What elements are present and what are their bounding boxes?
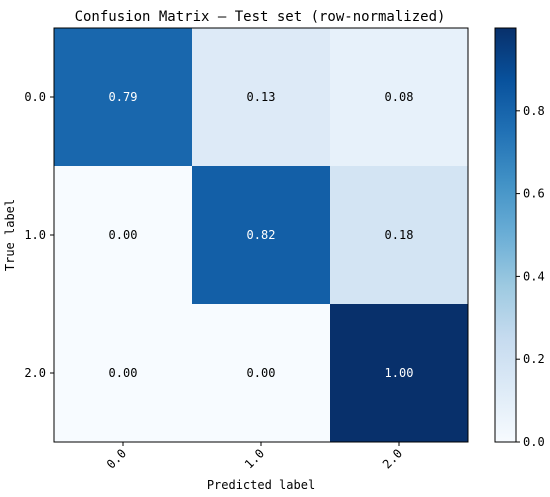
y-axis-label: True label <box>3 199 17 271</box>
y-tick-label: 1.0 <box>24 228 46 242</box>
colorbar-tick-label: 0.8 <box>523 104 545 118</box>
heatmap-cell <box>330 166 468 304</box>
chart-title: Confusion Matrix — Test set (row-normali… <box>75 9 446 25</box>
heatmap-cell <box>192 304 330 442</box>
x-tick-label: 0.0 <box>104 446 129 471</box>
cell-value-label: 0.00 <box>247 366 276 380</box>
cell-value-label: 1.00 <box>385 366 414 380</box>
heatmap-cell <box>330 28 468 166</box>
colorbar-tick-label: 0.4 <box>523 269 545 283</box>
colorbar-tick-label: 0.2 <box>523 352 545 366</box>
heatmap-cell <box>54 304 192 442</box>
x-tick-label: 2.0 <box>380 446 405 471</box>
colorbar-tick-label: 0.6 <box>523 187 545 201</box>
heatmap-cell <box>54 166 192 304</box>
colorbar-tick-label: 0.0 <box>523 435 545 449</box>
cell-value-label: 0.00 <box>109 228 138 242</box>
heatmap-cell <box>330 304 468 442</box>
heatmap-cell <box>54 28 192 166</box>
y-tick-label: 2.0 <box>24 366 46 380</box>
heatmap-cell <box>192 166 330 304</box>
heatmap-cell <box>192 28 330 166</box>
cell-value-label: 0.82 <box>247 228 276 242</box>
heatmap-cell-labels: 0.79 0.13 0.08 0.00 0.82 0.18 0.00 0.00 1.00 <box>109 90 414 380</box>
cell-value-label: 0.79 <box>109 90 138 104</box>
cell-value-label: 0.08 <box>385 90 414 104</box>
x-tick-label: 1.0 <box>242 446 267 471</box>
colorbar <box>494 27 517 443</box>
cell-value-label: 0.00 <box>109 366 138 380</box>
x-axis-ticks: 0.0 1.0 2.0 <box>104 442 405 471</box>
cell-value-label: 0.13 <box>247 90 276 104</box>
y-tick-label: 0.0 <box>24 90 46 104</box>
y-axis-ticks: 0.0 1.0 2.0 <box>24 90 54 380</box>
cell-value-label: 0.18 <box>385 228 414 242</box>
colorbar-ticks: 0.0 0.2 0.4 0.6 0.8 <box>516 104 545 449</box>
heatmap-cells <box>54 28 468 442</box>
x-axis-label: Predicted label <box>207 478 315 492</box>
